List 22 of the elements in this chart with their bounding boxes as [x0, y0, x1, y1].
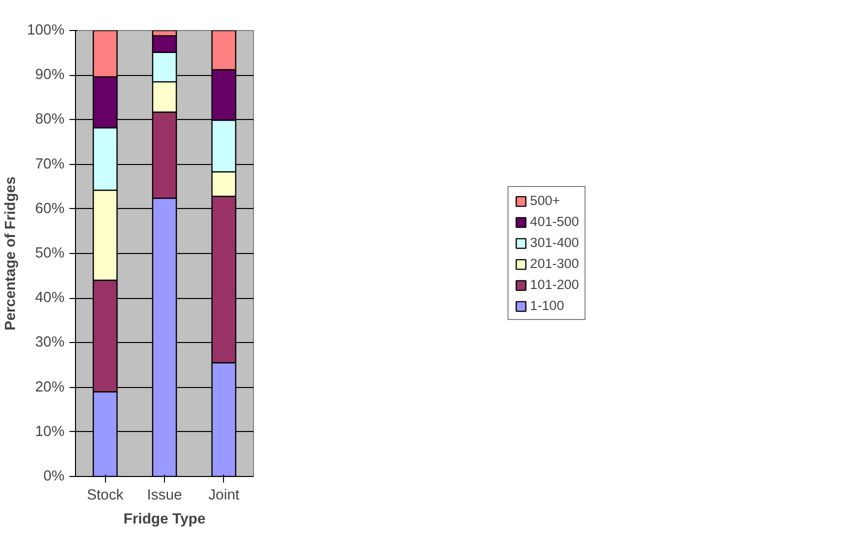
x-axis-title: Fridge Type — [124, 512, 206, 528]
y-tick-label: 50% — [35, 246, 65, 262]
y-tick-label: 70% — [35, 156, 65, 172]
x-tick-label: Issue — [146, 488, 182, 504]
y-tick-label: 60% — [35, 200, 65, 217]
y-tick-label: 10% — [35, 424, 65, 440]
y-tick-label: 30% — [35, 334, 65, 351]
legend-label: 500+ — [530, 193, 560, 208]
y-axis-title: Percentage of Fridges — [3, 176, 20, 330]
y-tick-label: 80% — [35, 112, 65, 128]
y-tick-label: 40% — [35, 290, 65, 306]
legend-label: 101-200 — [530, 277, 579, 292]
x-tick-label: Joint — [208, 488, 240, 504]
legend-label: 1-100 — [530, 298, 564, 313]
y-tick-label: 0% — [43, 468, 65, 484]
legend-label: 401-500 — [530, 214, 579, 229]
y-tick-label: 100% — [27, 22, 65, 38]
legend-label: 201-300 — [530, 256, 579, 271]
legend-label: 301-400 — [530, 235, 579, 250]
y-tick-label: 90% — [35, 67, 65, 84]
y-tick-label: 20% — [35, 379, 65, 396]
x-tick-label: Stock — [86, 488, 124, 504]
